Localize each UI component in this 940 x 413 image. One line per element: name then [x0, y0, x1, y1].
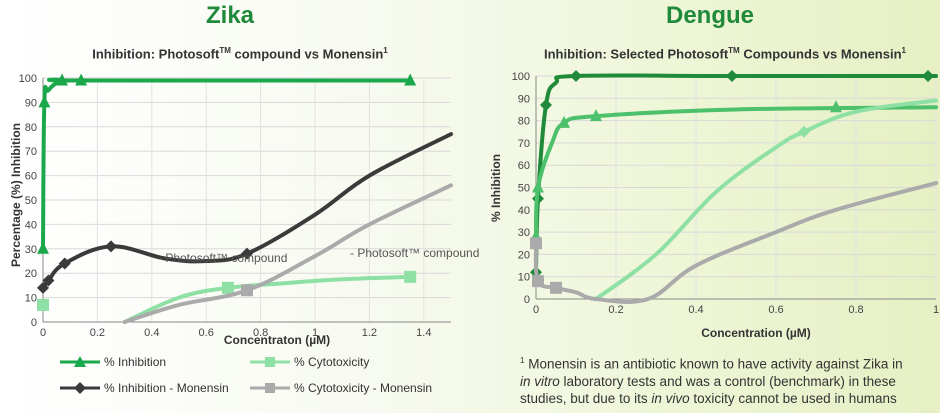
data-point	[404, 270, 417, 283]
series-line	[533, 181, 938, 304]
data-point	[532, 275, 544, 288]
y-tick-label: 80	[518, 116, 530, 128]
y-tick-label: 70	[25, 146, 37, 158]
y-tick-label: 70	[518, 138, 530, 150]
y-tick-label: 90	[25, 97, 37, 109]
footnote: 1 Monensin is an antibiotic known to hav…	[520, 356, 903, 406]
dengue-title: Dengue	[665, 2, 754, 29]
zika-title: Zika	[205, 2, 255, 29]
y-axis-label: % Inhibition	[489, 154, 503, 222]
square-marker-icon	[250, 383, 290, 393]
y-tick-label: 20	[25, 268, 37, 280]
y-tick-label: 10	[518, 272, 530, 284]
data-point	[830, 100, 842, 113]
x-tick-label: 0	[533, 304, 539, 316]
legend-item-inhibition: % Inhibition	[60, 355, 250, 369]
x-axis-label: Concentration (µM)	[701, 326, 811, 340]
x-tick-label: 0.2	[90, 327, 105, 339]
dengue-chart: 0 10 20 30 40 50 60 70 80 90 100 0 0.2 0.4 0.6 0.8 1 Conc…	[489, 70, 939, 340]
annotation-photosoft-1: - Photosoft™ compound	[158, 251, 287, 265]
zika-chart: 0 10 20 30 40 50 60 70 80 90 100 0 0.2 0.4 0.6 0.8 1 1.2 1…	[9, 73, 453, 347]
x-tick-label: 1.4	[416, 327, 431, 339]
y-tick-label: 60	[25, 171, 37, 183]
y-tick-label: 0	[524, 294, 530, 306]
y-tick-label: 30	[25, 244, 37, 256]
data-point	[75, 73, 88, 86]
data-point	[37, 298, 49, 311]
diamond-marker-icon	[60, 382, 100, 394]
data-point	[922, 70, 934, 82]
y-tick-label: 100	[512, 71, 530, 83]
square-marker-icon	[250, 357, 290, 367]
series-line	[41, 132, 453, 290]
x-tick-label: 0	[40, 327, 46, 339]
triangle-marker-icon	[60, 356, 100, 367]
y-tick-label: 20	[518, 249, 530, 261]
y-tick-label: 100	[19, 73, 37, 85]
data-point	[37, 241, 49, 254]
legend-item-cytotoxicity: % Cytotoxicity	[250, 355, 450, 369]
y-tick-label: 80	[25, 122, 37, 134]
legend-label: % Cytotoxicity - Monensin	[294, 381, 433, 395]
legend-item-cytotoxicity-monensin: % Cytotoxicity - Monensin	[250, 381, 450, 395]
data-point	[241, 247, 253, 260]
data-point	[241, 284, 253, 297]
x-tick-label: 0.4	[144, 327, 159, 339]
data-point	[590, 109, 602, 122]
y-tick-label: 30	[518, 227, 530, 239]
x-tick-label: 1	[312, 327, 318, 339]
legend-label: % Inhibition	[104, 355, 167, 369]
data-point	[105, 240, 117, 253]
data-point	[726, 70, 738, 82]
y-tick-label: 50	[518, 183, 530, 195]
data-point	[540, 98, 552, 111]
y-axis-label: Percentage (%) Inhibition	[9, 123, 23, 267]
series-group	[37, 73, 453, 324]
series-line	[594, 98, 938, 301]
legend-label: % Inhibition - Monensin	[104, 381, 229, 395]
zika-chart-title: Inhibition: PhotosoftTM compound vs Mone…	[92, 46, 388, 62]
y-tick-label: 0	[31, 317, 37, 329]
data-point	[530, 237, 542, 250]
legend-item-inhibition-monensin: % Inhibition - Monensin	[60, 381, 250, 395]
series-line	[534, 105, 938, 239]
data-point	[798, 125, 810, 138]
x-axis-label: Concentraton (µM)	[224, 333, 330, 347]
x-tick-label: 1.2	[362, 327, 377, 339]
x-tick-label: 0.6	[199, 327, 214, 339]
x-tick-label: 0.8	[848, 304, 863, 316]
annotation-photosoft-2: - Photosoft™ compound	[350, 246, 479, 260]
x-tick-label: 0.4	[688, 304, 703, 316]
data-point	[221, 281, 234, 294]
series-line	[122, 183, 453, 324]
x-tick-label: 1	[933, 304, 939, 316]
x-tick-label: 0.8	[253, 327, 268, 339]
data-point	[42, 274, 55, 287]
data-point	[37, 281, 49, 294]
legend-label: % Cytotoxicity	[294, 355, 370, 369]
y-tick-label: 40	[25, 219, 37, 231]
series-group	[530, 70, 938, 304]
data-point	[38, 95, 51, 108]
y-tick-label: 50	[25, 195, 37, 207]
data-point	[404, 73, 417, 86]
data-point	[558, 115, 570, 128]
data-point	[570, 70, 582, 82]
y-tick-label: 40	[518, 205, 530, 217]
x-tick-label: 0.6	[768, 304, 783, 316]
data-point	[56, 73, 69, 86]
data-point	[532, 180, 544, 193]
series-line	[41, 77, 413, 251]
data-point	[550, 281, 562, 294]
x-tick-label: 0.2	[608, 304, 623, 316]
dengue-chart-title: Inhibition: Selected PhotosoftTM Compoun…	[544, 46, 906, 62]
y-tick-label: 90	[518, 93, 530, 105]
y-tick-label: 60	[518, 160, 530, 172]
data-point	[58, 257, 71, 270]
y-tick-label: 10	[25, 293, 37, 305]
zika-legend: % Inhibition % Cytotoxicity % Inhibition…	[60, 355, 480, 395]
